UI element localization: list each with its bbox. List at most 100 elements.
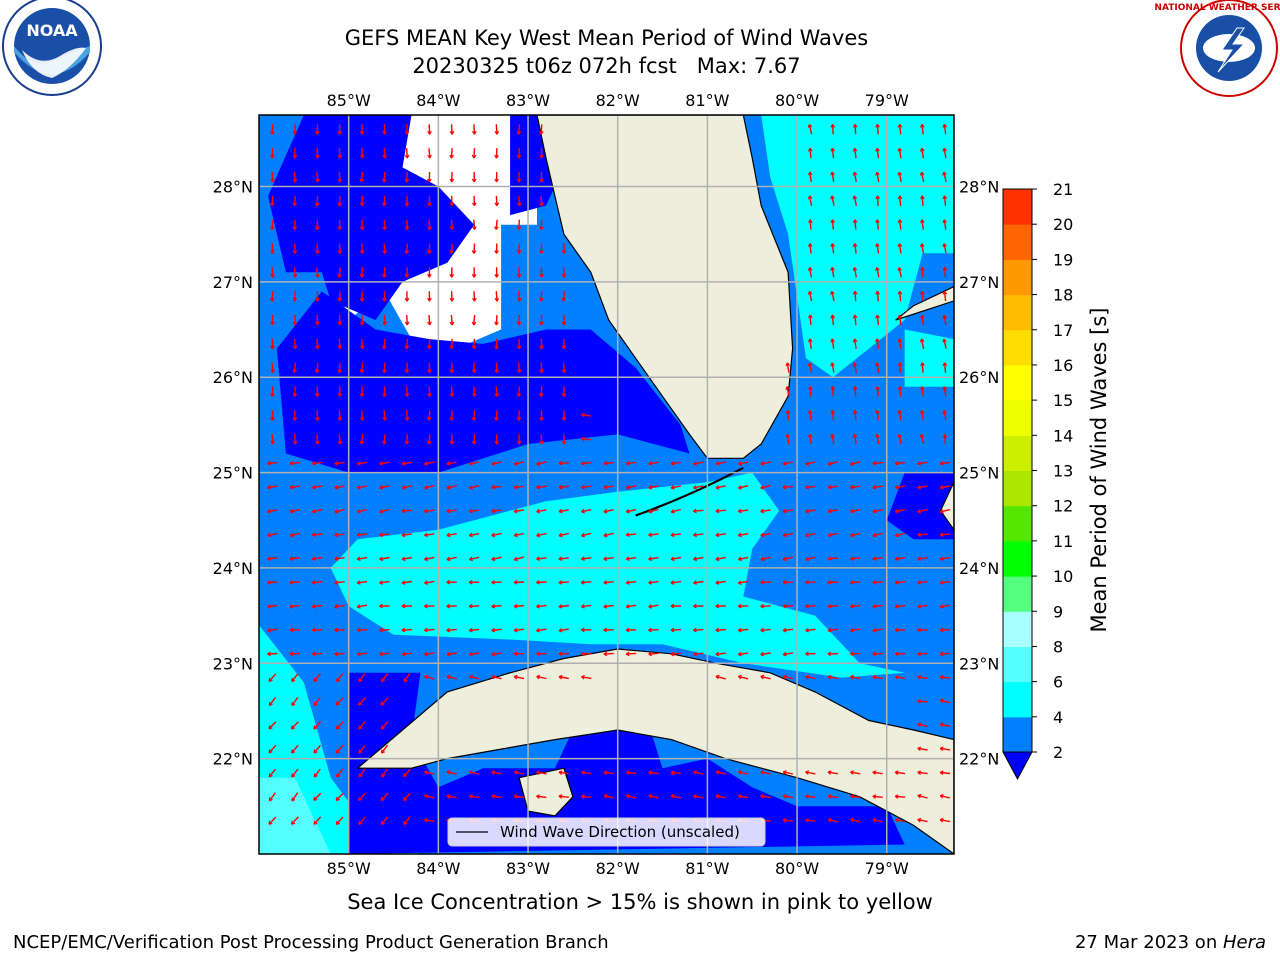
wave-arrow [805, 795, 816, 799]
wave-arrow [335, 744, 344, 754]
wave-arrow [267, 485, 278, 489]
wave-arrow-head [426, 345, 432, 350]
wave-arrow [898, 219, 902, 230]
wave-arrow [715, 795, 726, 799]
wave-arrow-head [648, 604, 653, 609]
colorbar-tick-label: 18 [1053, 286, 1073, 305]
wave-arrow [518, 291, 521, 302]
wave-arrow [805, 771, 816, 775]
wave-arrow-head [468, 603, 473, 609]
wave-arrow-head [872, 508, 877, 514]
wave-arrow-head [807, 195, 813, 200]
isle-of-youth [518, 767, 574, 817]
wave-arrow [312, 557, 323, 560]
wave-arrow-head [446, 651, 451, 657]
wave-arrow [361, 434, 364, 445]
wave-arrow [558, 557, 569, 560]
wave-arrow-head [404, 250, 410, 254]
wave-arrow [693, 771, 704, 775]
wave-arrow-head [337, 345, 343, 350]
wave-arrow [805, 628, 816, 632]
wave-arrow [536, 485, 547, 489]
wave-arrow-head [358, 820, 363, 825]
wave-arrow-head [358, 796, 363, 801]
wave-arrow [491, 652, 502, 656]
wave-arrow-head [449, 393, 455, 397]
wave-arrow-head [603, 770, 608, 775]
wave-arrow-head [648, 580, 653, 585]
wave-arrow [693, 795, 704, 799]
colorbar-segment [1003, 611, 1032, 647]
wave-arrow-head [424, 532, 428, 538]
wave-arrow [361, 338, 364, 349]
wave-arrow [514, 628, 525, 632]
wave-arrow [943, 219, 947, 230]
wave-arrow-head [852, 171, 858, 176]
wave-arrow-head [561, 345, 567, 350]
wave-arrow [558, 795, 569, 798]
wave-arrow-head [737, 485, 742, 490]
wave-arrow [401, 533, 412, 536]
wave-arrow-head [760, 485, 765, 490]
wave-arrow [831, 195, 835, 206]
wave-arrow [670, 461, 682, 465]
wave-arrow [380, 697, 389, 706]
colorbar-label: Mean Period of Wind Waves [s] [1087, 308, 1111, 633]
wave-arrow [536, 581, 547, 584]
wave-arrow-head [852, 290, 858, 295]
wave-arrow-head [335, 749, 341, 754]
wave-arrow [670, 556, 682, 560]
wave-arrow-head [516, 417, 522, 421]
wave-arrow-head [494, 393, 500, 397]
wave-arrow [787, 410, 790, 421]
wave-arrow [469, 605, 480, 608]
wave-arrow-head [830, 147, 835, 152]
wave-arrow [827, 557, 838, 560]
nws-logo-text: NATIONAL WEATHER SERVICE [1154, 3, 1280, 13]
wave-arrow-head [919, 243, 925, 248]
wave-arrow [854, 291, 857, 302]
wave-arrow-head [897, 410, 903, 414]
wave-arrow-head [917, 556, 922, 562]
wave-arrow-head [760, 651, 765, 657]
wave-arrow [920, 338, 925, 349]
florida-keys [635, 466, 744, 517]
wave-arrow [805, 509, 816, 513]
wave-arrow-head [379, 461, 384, 466]
noaa-logo: NOAA [2, 0, 102, 96]
wave-arrow [895, 581, 906, 584]
wave-arrow-head [494, 345, 500, 350]
wave-arrow [495, 124, 498, 135]
wave-arrow-head [404, 297, 410, 302]
wave-arrow-head [358, 773, 363, 778]
wave-arrow-head [289, 627, 294, 633]
wave-arrow-head [539, 297, 544, 302]
wave-arrow [943, 314, 947, 326]
grand-bahama [895, 285, 954, 321]
wave-arrow-head [850, 674, 854, 680]
wave-arrow [783, 819, 794, 822]
wave-arrow [446, 556, 457, 561]
wave-arrow [380, 721, 389, 730]
wave-arrow [379, 508, 390, 513]
wave-arrow [289, 557, 300, 560]
wave-arrow [715, 533, 726, 536]
wave-arrow [581, 652, 592, 655]
wave-arrow [850, 676, 861, 680]
wave-arrow-head [334, 556, 339, 561]
wave-arrow-head [267, 532, 272, 538]
wave-arrow-head [920, 219, 925, 224]
wave-arrow [943, 362, 947, 373]
wave-arrow [603, 509, 614, 513]
wave-arrow [895, 795, 906, 798]
wave-arrow-head [291, 773, 296, 778]
wave-arrow-head [446, 532, 451, 538]
wave-arrow [446, 461, 457, 465]
wave-arrow-head [805, 508, 810, 514]
wave-arrow-head [494, 202, 500, 207]
wave-arrow-head [580, 461, 585, 466]
wave-arrow [428, 243, 431, 254]
wave-arrow-head [852, 243, 858, 247]
wave-arrow-head [539, 154, 544, 159]
wave-arrow-head [939, 770, 944, 775]
